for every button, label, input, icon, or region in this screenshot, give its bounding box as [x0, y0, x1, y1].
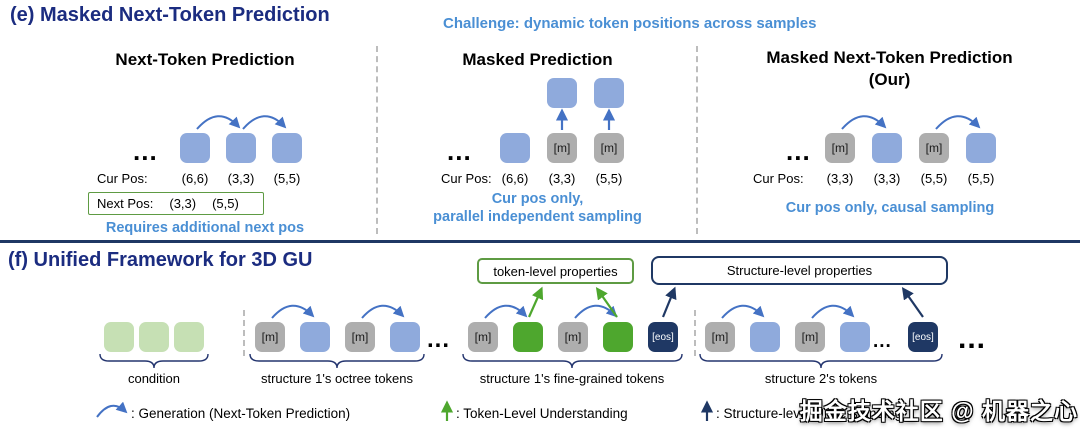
- eos-token: [eos]: [648, 322, 678, 352]
- pos-value: (5,5): [212, 196, 239, 211]
- panel-caption-mntp: Cur pos only, causal sampling: [785, 200, 995, 216]
- pos-value: (3,3): [548, 171, 576, 186]
- mask-token: [m]: [558, 322, 588, 352]
- generation-arrow: [721, 304, 765, 319]
- eos-token: [eos]: [908, 322, 938, 352]
- ellipsis: ...: [958, 322, 987, 355]
- next-pos-label: Next Pos:: [97, 196, 154, 211]
- panel-title-mp: Masked Prediction: [462, 50, 613, 69]
- condition-token: [104, 322, 134, 352]
- panel-title-mntp-sub: (Our): [868, 70, 911, 89]
- token-green: [603, 322, 633, 352]
- mask-token: [m]: [705, 322, 735, 352]
- group-label-octree: structure 1's octree tokens: [260, 371, 414, 386]
- token-blue: [966, 133, 996, 163]
- section-divider: [0, 240, 1080, 243]
- ellipsis: ...: [786, 136, 811, 166]
- pos-value: (3,3): [826, 171, 854, 186]
- pos-value: (5,5): [273, 171, 301, 186]
- token-level-properties-box: token-level properties: [477, 258, 634, 284]
- token-blue: [750, 322, 780, 352]
- generation-arrow: [361, 304, 405, 319]
- mask-token: [m]: [795, 322, 825, 352]
- group-separator: [694, 310, 696, 356]
- generation-arrow: [841, 115, 887, 130]
- token-blue: [872, 133, 902, 163]
- watermark: 掘金技术社区 @ 机器之心: [799, 398, 1078, 424]
- mask-token: [m]: [255, 322, 285, 352]
- brace-octree: [249, 353, 425, 369]
- group-label-structure2: structure 2's tokens: [764, 371, 878, 386]
- condition-token: [174, 322, 204, 352]
- legend-generation-label: : Generation (Next-Token Prediction): [131, 406, 351, 421]
- brace-fine: [462, 353, 683, 369]
- brace-condition: [99, 353, 209, 369]
- pos-value: (3,3): [169, 196, 197, 211]
- structure-level-properties-box: Structure-level properties: [651, 256, 948, 285]
- pos-value: (6,6): [181, 171, 209, 186]
- token-blue: [300, 322, 330, 352]
- token-understanding-arrow: [595, 287, 618, 318]
- token-blue: [390, 322, 420, 352]
- legend-generation-icon: [96, 401, 128, 418]
- generation-arrow: [574, 304, 618, 319]
- pos-value: (5,5): [595, 171, 623, 186]
- figure-f-heading: (f) Unified Framework for 3D GU: [8, 249, 313, 271]
- cur-pos-label: Cur Pos:: [753, 171, 804, 186]
- structure-understanding-arrow: [661, 286, 677, 318]
- cur-pos-label: Cur Pos:: [97, 171, 148, 186]
- token-green: [513, 322, 543, 352]
- ellipsis: ...: [427, 326, 451, 353]
- mask-token: [m]: [468, 322, 498, 352]
- legend-structure-level-label: : Structure-level Understanding: [716, 406, 903, 421]
- token-blue: [500, 133, 530, 163]
- panel-title-ntp: Next-Token Prediction: [115, 50, 295, 69]
- ellipsis: ...: [133, 136, 158, 166]
- token-blue: [840, 322, 870, 352]
- generation-arrow: [935, 115, 981, 130]
- group-label-condition: condition: [127, 371, 181, 386]
- token-understanding-arrow: [527, 286, 544, 318]
- mask-token: [m]: [345, 322, 375, 352]
- ellipsis: ...: [447, 136, 472, 166]
- token-blue: [272, 133, 302, 163]
- group-label-fine: structure 1's fine-grained tokens: [479, 371, 665, 386]
- token-blue: [226, 133, 256, 163]
- panel-title-mntp: Masked Next-Token Prediction: [766, 48, 1013, 67]
- panel-separator: [696, 46, 698, 234]
- generation-arrow: [242, 115, 287, 130]
- figure-e-heading: (e) Masked Next-Token Prediction: [10, 4, 330, 26]
- pos-value: (6,6): [501, 171, 529, 186]
- mask-token: [m]: [825, 133, 855, 163]
- pos-value: (3,3): [227, 171, 255, 186]
- next-pos-box: Next Pos: (3,3) (5,5): [88, 192, 264, 215]
- cur-pos-label: Cur Pos:: [441, 171, 492, 186]
- pos-value: (5,5): [967, 171, 995, 186]
- ellipsis: ...: [873, 331, 892, 352]
- group-separator: [243, 310, 245, 356]
- panel-caption-ntp: Requires additional next pos: [105, 220, 305, 236]
- panel-separator: [376, 46, 378, 234]
- pos-value: (5,5): [920, 171, 948, 186]
- mask-token: [m]: [594, 133, 624, 163]
- predicted-token-blue: [547, 78, 577, 108]
- generation-arrow: [484, 304, 528, 319]
- mask-token: [m]: [547, 133, 577, 163]
- mask-token: [m]: [919, 133, 949, 163]
- generation-arrow: [811, 304, 855, 319]
- panel-caption-mp: Cur pos only, parallel independent sampl…: [433, 191, 642, 225]
- legend-token-level-label: : Token-Level Understanding: [456, 406, 628, 421]
- condition-token: [139, 322, 169, 352]
- generation-arrow: [271, 304, 315, 319]
- generation-arrow: [196, 115, 241, 130]
- token-blue: [180, 133, 210, 163]
- pos-value: (3,3): [873, 171, 901, 186]
- brace-structure2: [699, 353, 943, 369]
- challenge-note: Challenge: dynamic token positions acros…: [443, 15, 817, 32]
- structure-understanding-arrow: [901, 287, 924, 318]
- predicted-token-blue: [594, 78, 624, 108]
